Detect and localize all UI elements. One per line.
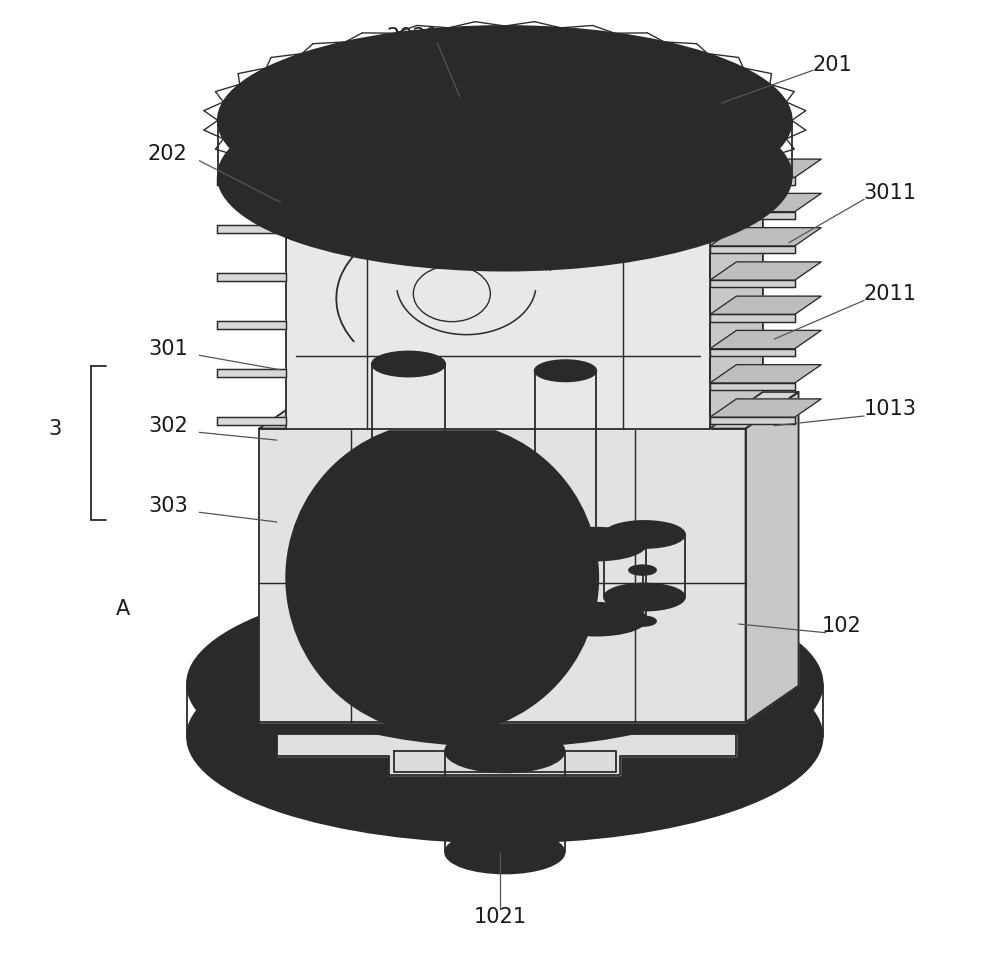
Ellipse shape [629,616,656,626]
Ellipse shape [327,62,683,179]
Ellipse shape [569,535,624,553]
Text: 303: 303 [148,496,188,515]
Ellipse shape [269,576,741,734]
Polygon shape [710,297,821,315]
Ellipse shape [187,578,823,790]
Text: A: A [115,599,130,618]
Polygon shape [217,417,286,425]
Ellipse shape [604,521,685,548]
Ellipse shape [373,513,473,546]
Polygon shape [286,137,763,173]
Polygon shape [217,177,286,185]
Polygon shape [710,399,821,417]
Polygon shape [746,392,799,722]
Text: 202: 202 [148,144,188,164]
Text: 1021: 1021 [474,907,526,926]
Polygon shape [710,227,821,246]
Ellipse shape [372,351,445,377]
Text: 102: 102 [822,616,862,636]
Ellipse shape [395,521,451,538]
Text: 3011: 3011 [864,183,917,202]
Text: 2011: 2011 [864,284,917,303]
Polygon shape [710,280,795,287]
Polygon shape [217,369,286,377]
Polygon shape [217,225,286,233]
Ellipse shape [286,422,598,734]
Polygon shape [277,734,736,775]
Polygon shape [710,365,821,383]
Ellipse shape [218,26,792,215]
Polygon shape [394,751,616,772]
Ellipse shape [336,533,391,550]
Polygon shape [710,194,821,212]
Polygon shape [710,383,795,390]
Ellipse shape [535,360,596,381]
Ellipse shape [445,730,565,772]
Text: 1013: 1013 [864,400,917,419]
Ellipse shape [313,525,413,558]
Polygon shape [710,246,795,253]
Polygon shape [710,159,821,177]
Polygon shape [710,137,763,429]
Ellipse shape [546,528,646,560]
Ellipse shape [546,603,646,636]
Polygon shape [710,349,795,356]
Ellipse shape [300,616,327,626]
Polygon shape [286,173,710,429]
Ellipse shape [622,527,667,542]
Ellipse shape [218,82,792,271]
Polygon shape [259,429,746,722]
Polygon shape [710,417,795,425]
Ellipse shape [535,529,596,550]
Ellipse shape [269,588,741,746]
Text: 201: 201 [812,55,852,74]
Polygon shape [710,262,821,280]
Text: 2021: 2021 [387,27,440,46]
Polygon shape [217,321,286,328]
Polygon shape [217,273,286,281]
Ellipse shape [445,831,565,873]
Ellipse shape [604,584,685,611]
Ellipse shape [300,563,327,573]
Text: 3: 3 [48,419,62,438]
Text: 301: 301 [148,339,188,358]
Polygon shape [710,177,795,185]
Polygon shape [710,212,795,219]
Text: 302: 302 [148,416,188,435]
Ellipse shape [313,600,413,633]
Ellipse shape [373,588,473,621]
Ellipse shape [187,631,823,843]
Polygon shape [259,392,799,429]
Ellipse shape [372,527,445,552]
Ellipse shape [629,565,656,575]
Polygon shape [710,315,795,322]
Polygon shape [710,330,821,349]
